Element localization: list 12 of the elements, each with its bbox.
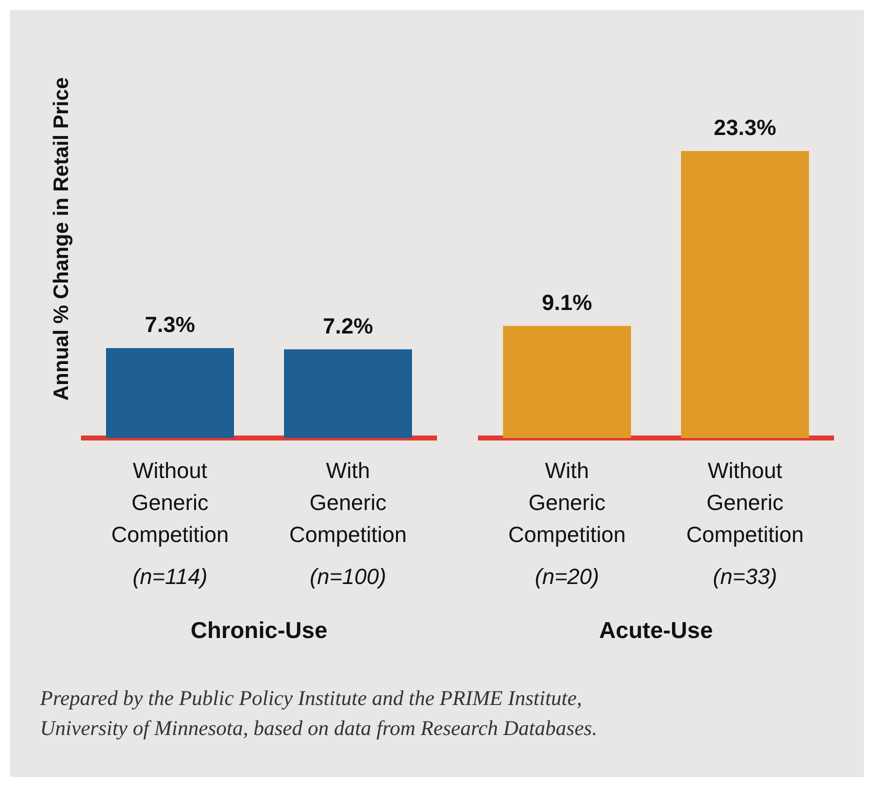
x-tick-label: Without Generic Competition (n=114)	[111, 458, 229, 589]
text: Prepared by the Public Policy Institute and the PRIME Institute, University of Minnesota, based on data from Research Databases.	[39, 686, 598, 740]
x-tick-label: With Generic Competition (n=20)	[508, 458, 626, 589]
data-label: 7.3%	[144, 312, 196, 338]
data-label: 23.3%	[714, 115, 776, 140]
y-axis-title: Annual % Change in Retail Price	[50, 77, 73, 401]
x-tick-label: With Generic Competition (n=100)	[289, 458, 407, 589]
text: Acute-Use	[599, 617, 713, 643]
text: Chronic-Use	[190, 617, 328, 643]
data-label: 7.2%	[322, 313, 374, 338]
x-tick-label: Without Generic Competition (n=33)	[686, 458, 804, 589]
data-label: 9.1%	[542, 290, 592, 315]
